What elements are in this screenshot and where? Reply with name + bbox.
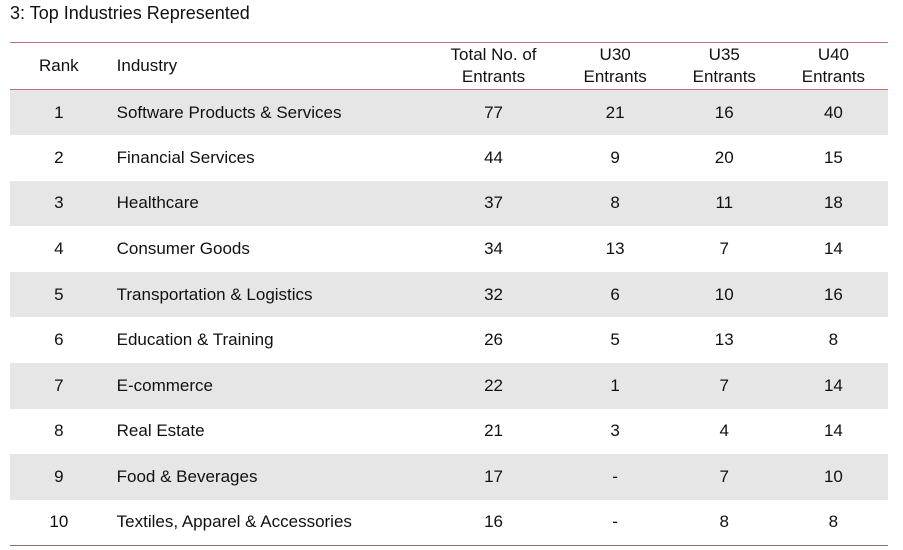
header-total-line1: Total No. of	[450, 45, 537, 64]
cell-industry: Consumer Goods	[116, 239, 250, 259]
cell-u40: 18	[823, 193, 843, 213]
cell-rank: 2	[54, 147, 64, 167]
cell-industry: Software Products & Services	[116, 102, 342, 122]
cell-u40: 16	[823, 284, 843, 304]
cell-u35: 20	[714, 147, 734, 167]
cell-u40: 8	[828, 330, 839, 350]
cell-u30: -	[612, 512, 618, 532]
header-u40-line1: U40	[817, 45, 849, 64]
cell-industry: Education & Training	[116, 330, 274, 350]
cell-industry: Real Estate	[116, 421, 205, 441]
cell-industry: Financial Services	[116, 147, 255, 167]
header-industry: Industry	[116, 56, 178, 75]
cell-u35: 4	[719, 421, 729, 441]
cell-rank: 10	[49, 512, 69, 532]
cell-rank: 7	[54, 375, 64, 395]
cell-u30: 1	[610, 375, 620, 395]
cell-u30: 6	[610, 284, 620, 304]
cell-total: 21	[484, 421, 503, 441]
header-u40: U40 Entrants	[779, 43, 888, 90]
header-total: Total No. of Entrants	[426, 43, 560, 90]
cell-u40: 15	[823, 147, 843, 167]
cell-total: 44	[484, 147, 503, 167]
cell-u35: 8	[719, 512, 729, 532]
cell-industry: Transportation & Logistics	[116, 284, 313, 304]
header-row: Rank Industry Total No. of Entrants U30 En…	[10, 42, 888, 90]
cell-u30: -	[612, 467, 618, 487]
cell-u35: 16	[714, 102, 734, 122]
table-row: 3 Healthcare 37 8 11 18	[10, 180, 888, 227]
cell-u30: 13	[605, 239, 625, 259]
table-row: 10 Textiles, Apparel & Accessories 16 - 8 8	[10, 500, 888, 546]
cell-u30: 21	[605, 102, 625, 122]
cell-u30: 3	[610, 421, 620, 441]
cell-rank: 8	[54, 421, 64, 441]
industries-table: Rank Industry Total No. of Entrants U30 En…	[10, 42, 888, 546]
table-row: 8 Real Estate 21 3 4 14	[10, 409, 888, 455]
cell-total: 77	[484, 102, 503, 122]
header-u35-line2: Entrants	[692, 67, 756, 86]
cell-total: 26	[484, 330, 503, 350]
cell-u35: 10	[714, 284, 734, 304]
table-row: 7 E-commerce 22 1 7 14	[10, 363, 888, 409]
cell-total: 22	[484, 375, 503, 395]
table-row: 2 Financial Services 44 9 20 15	[10, 135, 888, 181]
cell-u40: 14	[823, 375, 843, 395]
header-rank: Rank	[38, 56, 79, 75]
cell-u35: 7	[719, 239, 729, 259]
cell-u40: 10	[823, 467, 843, 487]
cell-rank: 6	[54, 330, 64, 350]
cell-rank: 4	[54, 239, 64, 259]
cell-total: 17	[484, 467, 503, 487]
table-row: 4 Consumer Goods 34 13 7 14	[10, 226, 888, 272]
table-row: 5 Transportation & Logistics 32 6 10 16	[10, 271, 888, 318]
header-u30: U30 Entrants	[561, 43, 670, 90]
header-u35-line1: U35	[708, 45, 740, 64]
header-u30-line1: U30	[599, 45, 631, 64]
cell-u40: 14	[823, 421, 843, 441]
cell-industry: Healthcare	[116, 193, 199, 213]
table-row: 6 Education & Training 26 5 13 8	[10, 317, 888, 363]
cell-u30: 5	[610, 330, 620, 350]
table-row: 1 Software Products & Services 77 21 16 40	[10, 89, 888, 136]
cell-total: 34	[484, 239, 503, 259]
cell-u35: 11	[715, 193, 734, 213]
cell-rank: 5	[54, 284, 64, 304]
cell-industry: Textiles, Apparel & Accessories	[116, 512, 352, 532]
cell-u35: 13	[714, 330, 734, 350]
cell-total: 32	[484, 284, 503, 304]
header-u35: U35 Entrants	[670, 43, 779, 90]
cell-u40: 14	[823, 239, 843, 259]
header-u30-line2: Entrants	[583, 67, 647, 86]
cell-rank: 3	[54, 193, 64, 213]
header-total-line2: Entrants	[461, 67, 526, 86]
table-row: 9 Food & Beverages 17 - 7 10	[10, 454, 888, 500]
cell-industry: E-commerce	[116, 375, 213, 395]
cell-rank: 9	[54, 467, 64, 487]
cell-total: 37	[484, 193, 503, 213]
cell-u35: 7	[719, 375, 729, 395]
cell-u40: 40	[823, 102, 843, 122]
cell-u40: 8	[828, 512, 839, 532]
cell-total: 16	[484, 512, 503, 532]
cell-u35: 7	[719, 467, 729, 487]
cell-rank: 1	[54, 102, 64, 122]
cell-u30: 9	[610, 147, 620, 167]
cell-industry: Food & Beverages	[116, 467, 258, 487]
header-u40-line2: Entrants	[801, 67, 866, 86]
cell-u30: 8	[610, 193, 620, 213]
table-title: 3: Top Industries Represented	[10, 3, 250, 23]
